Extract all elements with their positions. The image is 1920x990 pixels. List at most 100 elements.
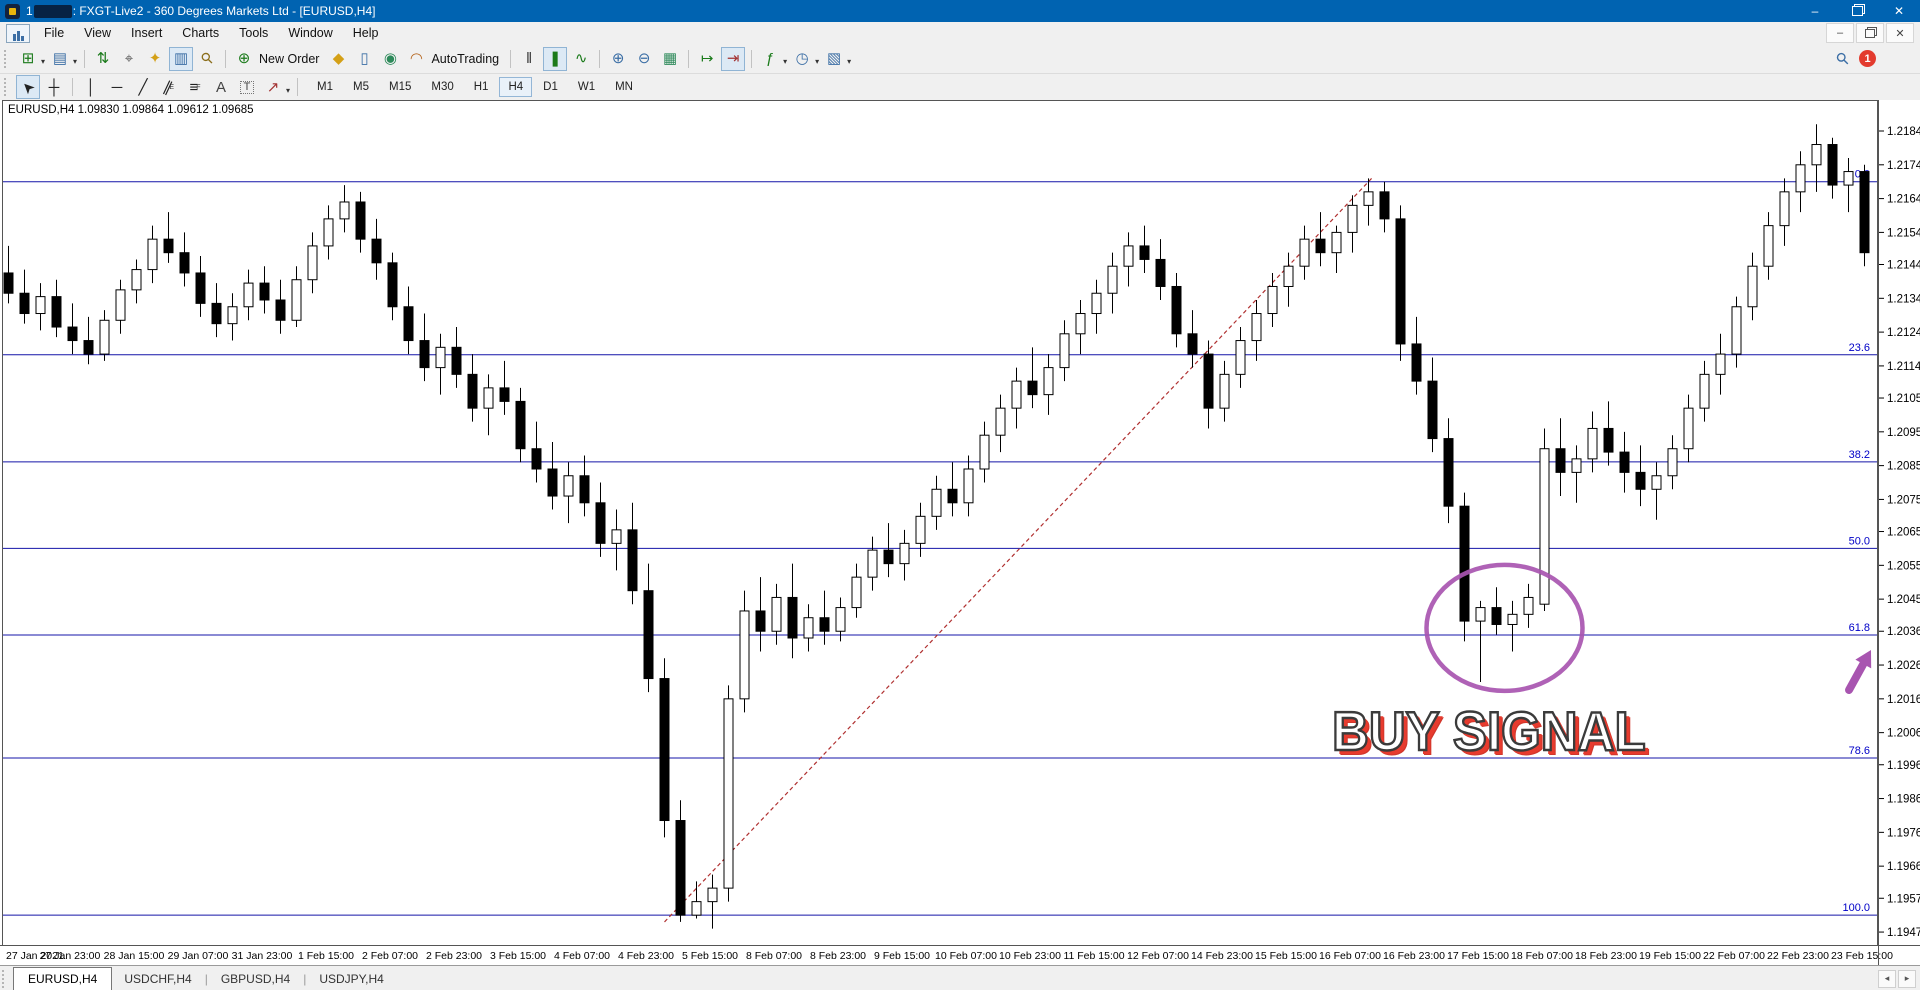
templates-icon[interactable]: ▧ — [827, 50, 842, 67]
vertical-line-icon[interactable]: │ — [86, 78, 96, 96]
templates-icon-dropdown-caret[interactable]: ▾ — [847, 57, 852, 66]
bar-chart-icon[interactable]: ‖ — [526, 50, 533, 67]
time-label: 8 Feb 23:00 — [810, 950, 866, 962]
new-order-label[interactable]: New Order — [259, 51, 320, 66]
price-label: 1.19570 — [1887, 893, 1920, 905]
price-label: 1.21345 — [1887, 293, 1920, 305]
text-icon[interactable]: A — [215, 78, 226, 96]
tabs-scroll-left-button[interactable]: ◂ — [1878, 969, 1896, 988]
candle-body — [1843, 171, 1854, 186]
indicators-icon-dropdown-caret[interactable]: ▾ — [783, 57, 788, 66]
fibonacci-icon[interactable]: ≡ F — [189, 78, 201, 96]
new-chart-icon-dropdown-caret[interactable]: ▾ — [41, 57, 46, 66]
strategy-tester-icon[interactable]: ⚲ — [197, 48, 217, 69]
candle-body — [211, 302, 222, 325]
fib-trendline — [664, 177, 1373, 923]
metaeditor-icon[interactable]: ◆ — [332, 50, 345, 67]
time-label: 27 Jan 2021 — [6, 950, 64, 962]
text-label-icon[interactable]: T — [235, 75, 259, 99]
autotrading-label[interactable]: AutoTrading — [431, 51, 500, 66]
navigator-icon[interactable]: ✦ — [148, 50, 162, 67]
timeframe-button-mn[interactable]: MN — [615, 81, 633, 93]
candle-body — [67, 326, 78, 342]
menu-item-insert[interactable]: Insert — [131, 26, 163, 40]
price-axis[interactable] — [1879, 100, 1920, 965]
restore-button[interactable] — [1836, 0, 1878, 22]
fib-label-100.0: 100.0 — [1842, 902, 1870, 914]
timeframe-button-h1[interactable]: H1 — [473, 81, 489, 93]
tile-windows-icon[interactable]: ▦ — [663, 50, 678, 67]
auto-scroll-icon[interactable]: ↦ — [700, 50, 714, 67]
candle-body — [1107, 265, 1118, 294]
cursor-icon[interactable]: ➤ — [16, 75, 40, 99]
market-watch-icon[interactable]: ⇅ — [96, 50, 110, 67]
data-window-icon[interactable]: ⌖ — [124, 50, 134, 67]
timeframe-button-h4[interactable]: H4 — [499, 77, 533, 97]
candle-body — [403, 306, 414, 342]
chart-shift-icon[interactable]: ⇥ — [721, 46, 746, 71]
experts-icon[interactable]: ▯ — [360, 50, 369, 67]
minimize-button[interactable]: – — [1794, 0, 1836, 22]
price-label: 1.19765 — [1887, 827, 1920, 839]
menu-item-view[interactable]: View — [84, 26, 112, 40]
arrows-icon[interactable]: ↗ — [266, 78, 280, 96]
menu-item-tools[interactable]: Tools — [239, 26, 269, 40]
new-order-icon[interactable]: ⊕ — [237, 50, 251, 67]
child-close-button[interactable]: ✕ — [1886, 23, 1914, 43]
time-label: 10 Feb 07:00 — [935, 950, 997, 962]
chart-area[interactable] — [2, 100, 1878, 946]
horizontal-line-icon[interactable]: ─ — [111, 78, 123, 96]
price-label: 1.20850 — [1887, 461, 1920, 473]
candle-body — [1619, 451, 1630, 473]
periods-icon-dropdown-caret[interactable]: ▾ — [815, 57, 820, 66]
timeframe-button-m30[interactable]: M30 — [431, 81, 454, 93]
line-chart-icon[interactable]: ∿ — [574, 50, 588, 67]
menu-item-charts[interactable]: Charts — [182, 26, 220, 40]
timeframe-button-m15[interactable]: M15 — [388, 81, 412, 93]
menu-item-window[interactable]: Window — [288, 26, 333, 40]
chart-tab-usdchf-h4[interactable]: USDCHF,H4 — [124, 971, 192, 986]
indicators-icon[interactable]: ƒ — [765, 50, 775, 67]
search-icon[interactable]: ⚲ — [1833, 48, 1854, 70]
timeframe-button-m5[interactable]: M5 — [353, 81, 369, 93]
zoom-out-icon[interactable]: ⊖ — [637, 50, 651, 67]
timeframe-button-m1[interactable]: M1 — [317, 81, 333, 93]
child-restore-button[interactable] — [1856, 23, 1884, 43]
candle-body — [1747, 265, 1758, 308]
candle-body — [227, 306, 238, 325]
timeframe-button-d1[interactable]: D1 — [543, 81, 558, 93]
candle-body — [275, 299, 286, 321]
equidistant-channel-icon[interactable]: ∥ E — [160, 77, 175, 97]
sounds-icon[interactable]: ◉ — [383, 50, 398, 67]
timeframe-button-w1[interactable]: W1 — [577, 81, 596, 93]
chart-tab-gbpusd-h4[interactable]: GBPUSD,H4 — [220, 971, 291, 986]
toolbar-separator — [751, 49, 753, 68]
notification-badge[interactable]: 1 — [1859, 50, 1876, 67]
price-label: 1.20060 — [1887, 728, 1920, 740]
periods-icon[interactable]: ◷ — [795, 50, 809, 67]
chart-tab-usdjpy-h4[interactable]: USDJPY,H4 — [319, 971, 384, 986]
chart-tab-eurusd-h4[interactable]: EURUSD,H4 — [13, 967, 113, 990]
autotrading-icon[interactable]: ◠ — [409, 50, 424, 67]
chart-window-icon[interactable] — [6, 23, 30, 43]
tabbar-grip — [2, 969, 9, 988]
candle-body — [1363, 191, 1374, 206]
zoom-in-icon[interactable]: ⊕ — [611, 50, 625, 67]
time-axis[interactable] — [0, 945, 1920, 965]
terminal-icon[interactable]: ▥ — [169, 46, 194, 71]
candlestick-chart-icon[interactable]: ❚ — [543, 46, 568, 71]
profiles-icon-dropdown-caret[interactable]: ▾ — [73, 57, 78, 66]
candle-body — [1475, 607, 1486, 622]
close-button[interactable]: ✕ — [1878, 0, 1920, 22]
candle-body — [19, 292, 30, 315]
profiles-icon[interactable]: ▤ — [52, 50, 68, 67]
arrows-icon-dropdown-caret[interactable]: ▾ — [286, 85, 291, 95]
new-chart-icon[interactable]: ⊞ — [21, 50, 35, 67]
tabs-scroll-right-button[interactable]: ▸ — [1898, 969, 1916, 988]
child-minimize-button[interactable]: – — [1826, 23, 1854, 43]
chart-canvas[interactable]: 0.023.638.250.061.878.6100.01.218401.217… — [0, 100, 1920, 965]
trendline-icon[interactable]: ╱ — [138, 78, 148, 96]
menu-item-file[interactable]: File — [44, 26, 65, 40]
menu-item-help[interactable]: Help — [352, 26, 379, 40]
crosshair-icon[interactable]: ┼ — [48, 78, 60, 96]
